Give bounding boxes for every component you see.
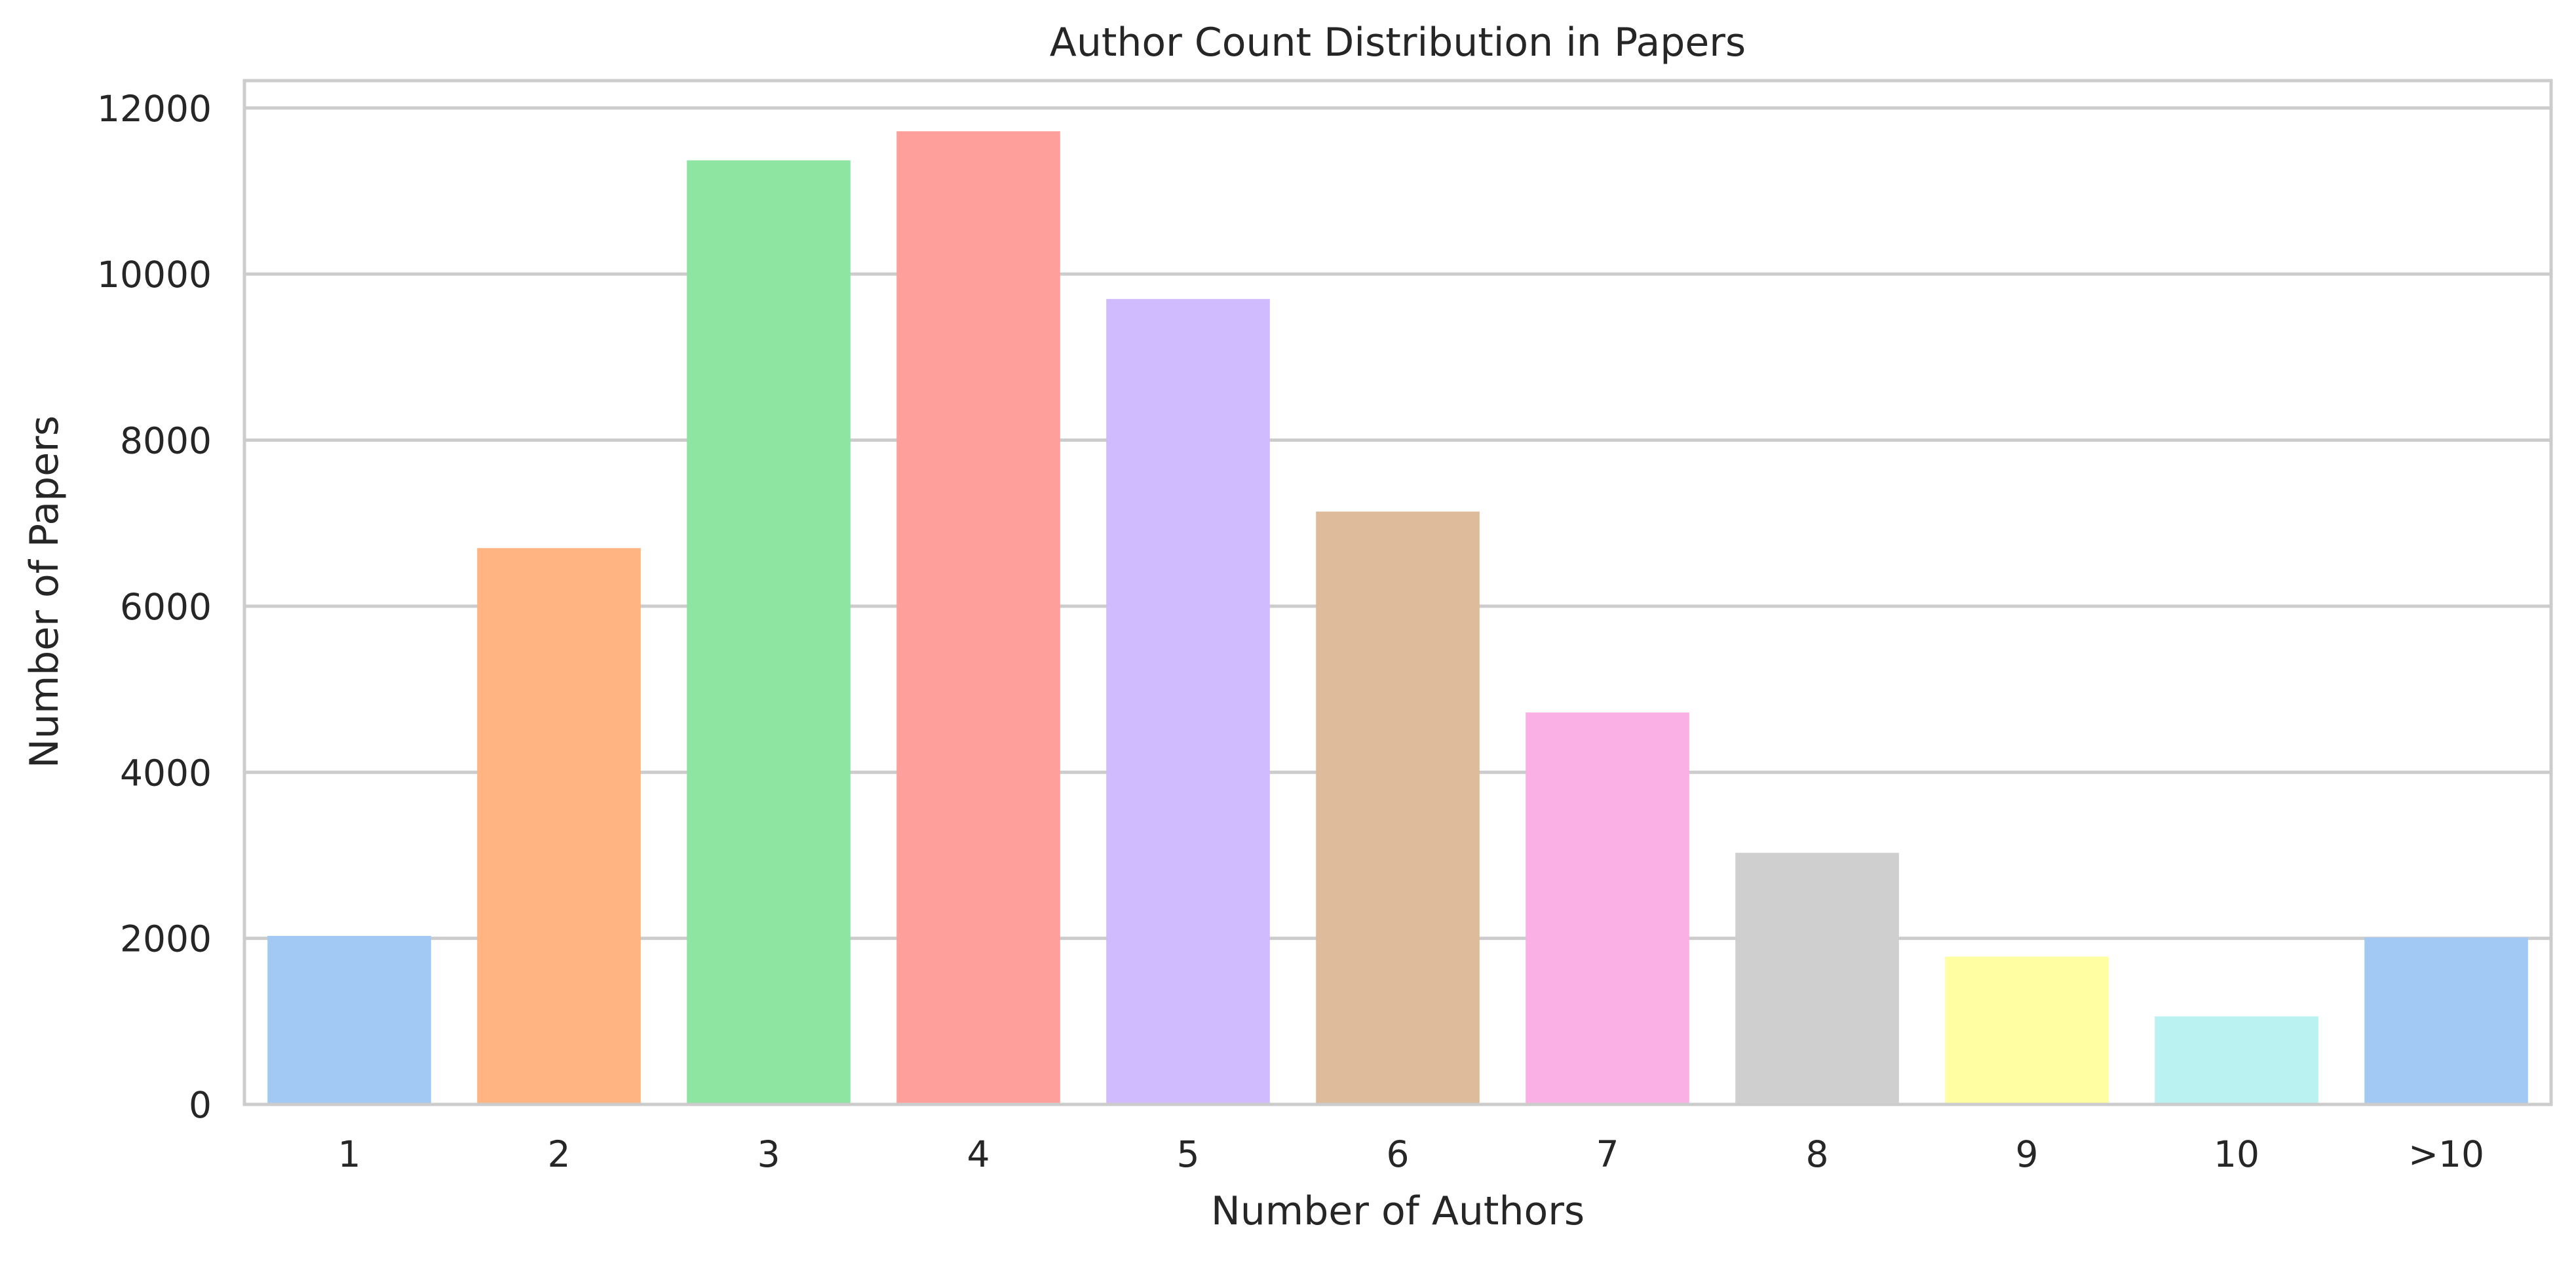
x-axis-label: Number of Authors <box>1211 1188 1585 1234</box>
x-tick-labels: 1 2 3 4 5 6 7 8 9 10 >10 <box>338 1133 2485 1175</box>
bar-10 <box>2155 1016 2318 1104</box>
x-tick-label: 7 <box>1596 1133 1619 1175</box>
chart-title: Author Count Distribution in Papers <box>1050 20 1746 66</box>
bar-7 <box>1526 712 1689 1104</box>
bar-6 <box>1316 511 1480 1104</box>
bar-2 <box>477 548 641 1104</box>
plot-frame <box>242 79 2553 1106</box>
x-tick-label: 10 <box>2214 1133 2259 1175</box>
x-tick-label: 2 <box>548 1133 571 1175</box>
y-tick-label: 8000 <box>120 420 212 462</box>
y-tick-label: 4000 <box>120 752 212 794</box>
x-tick-label: 6 <box>1387 1133 1410 1175</box>
y-tick-label: 6000 <box>120 586 212 628</box>
x-tick-label: 5 <box>1177 1133 1200 1175</box>
x-tick-label: 3 <box>758 1133 780 1175</box>
y-tick-label: 10000 <box>97 254 212 296</box>
x-tick-label: >10 <box>2408 1133 2484 1175</box>
bar->10 <box>2364 937 2528 1104</box>
bar-4 <box>896 131 1060 1104</box>
x-tick-label: 9 <box>2016 1133 2039 1175</box>
y-tick-label: 12000 <box>97 88 212 130</box>
x-tick-label: 4 <box>967 1133 990 1175</box>
bar-8 <box>1735 853 1899 1104</box>
y-tick-label: 2000 <box>120 918 212 960</box>
bar-9 <box>1945 956 2109 1104</box>
y-tick-label: 0 <box>189 1084 212 1126</box>
bar-5 <box>1106 299 1270 1104</box>
bar-1 <box>267 935 431 1104</box>
x-tick-label: 8 <box>1806 1133 1829 1175</box>
y-axis-label: Number of Papers <box>22 416 67 768</box>
bar-3 <box>687 160 851 1104</box>
y-tick-labels: 0 2000 4000 6000 8000 10000 12000 <box>97 88 212 1126</box>
x-tick-label: 1 <box>338 1133 361 1175</box>
bars <box>267 131 2528 1104</box>
